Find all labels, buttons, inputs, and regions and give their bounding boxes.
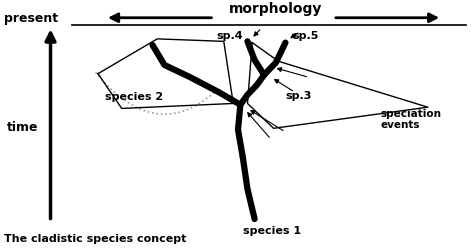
Text: The cladistic species concept: The cladistic species concept <box>4 234 187 244</box>
Text: present: present <box>4 13 59 25</box>
Text: morphology: morphology <box>229 2 323 16</box>
Text: speciation
events: speciation events <box>380 109 441 131</box>
Text: species 1: species 1 <box>243 227 301 236</box>
Text: sp.4: sp.4 <box>217 32 243 41</box>
Text: time: time <box>6 120 38 134</box>
Text: sp.5: sp.5 <box>293 32 319 41</box>
Text: sp.3: sp.3 <box>286 91 312 101</box>
Text: species 2: species 2 <box>105 92 163 102</box>
